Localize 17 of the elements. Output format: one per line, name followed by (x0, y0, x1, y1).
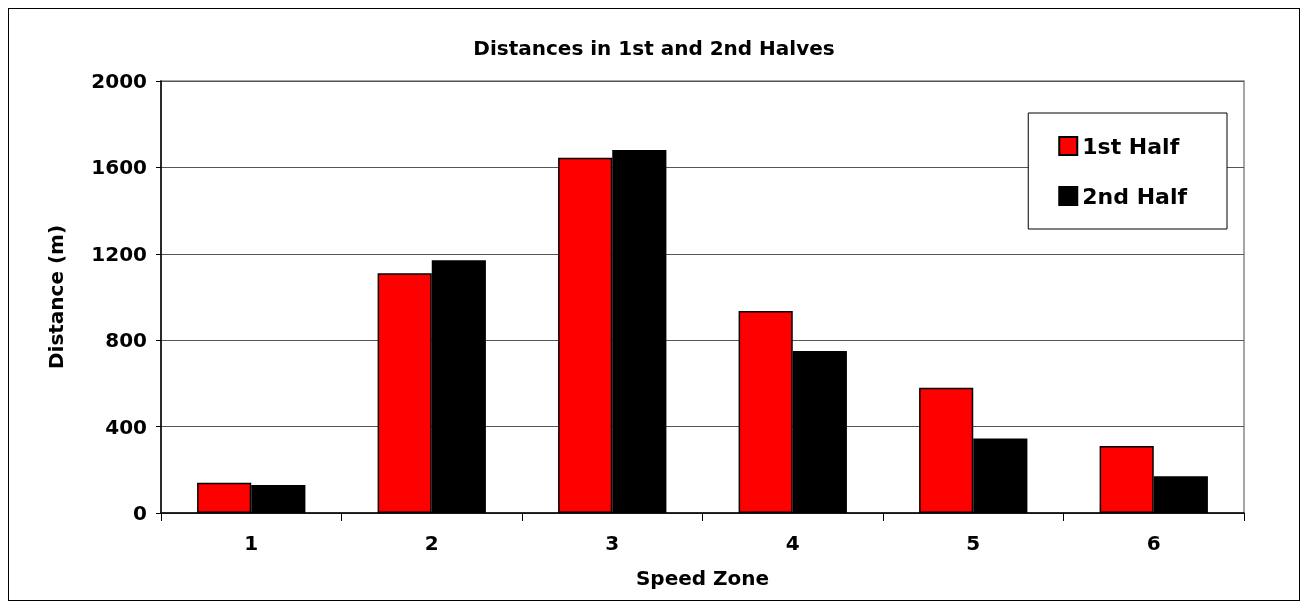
y-tick-label: 2000 (91, 69, 147, 93)
y-tick-label: 1600 (91, 155, 147, 180)
chart-title: Distances in 1st and 2nd Halves (473, 36, 835, 60)
y-tick-label: 800 (105, 328, 147, 353)
x-axis-title: Speed Zone (635, 566, 770, 590)
x-tick-label: 4 (785, 531, 800, 555)
x-tick-label: 1 (244, 531, 259, 555)
y-tick-label: 1200 (91, 241, 147, 266)
y-axis-title: Distance (m) (44, 224, 68, 370)
x-tick-label: 2 (424, 531, 439, 555)
x-tick-label: 3 (605, 531, 620, 555)
y-tick-label: 400 (105, 414, 147, 439)
x-tick-label: 5 (966, 531, 981, 555)
x-tick-label: 6 (1146, 531, 1161, 555)
y-tick-label: 0 (133, 501, 147, 525)
legend-label: 2nd Half (1082, 183, 1188, 209)
legend-label: 1st Half (1082, 133, 1180, 159)
